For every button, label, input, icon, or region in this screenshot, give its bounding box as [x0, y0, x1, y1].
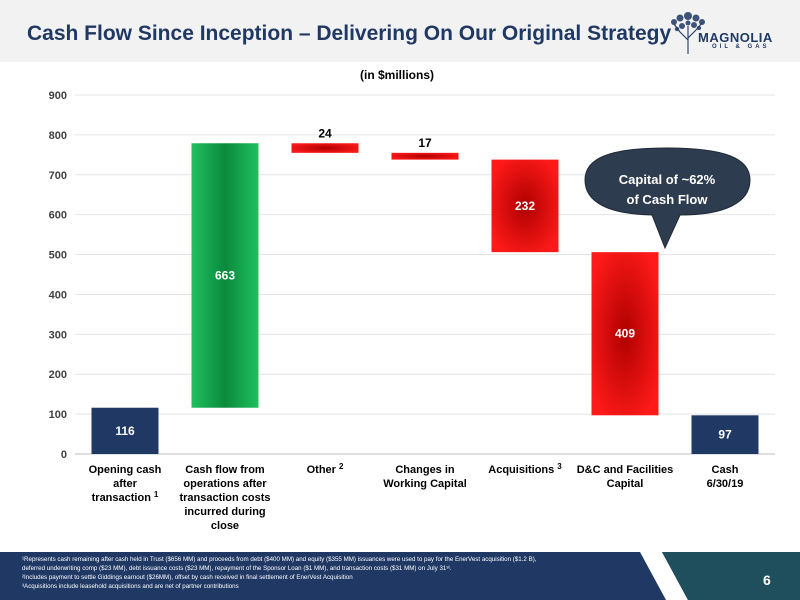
data-label-4: 232	[515, 199, 535, 213]
bar-1	[191, 143, 259, 408]
x-tick-label: Capital	[607, 478, 644, 490]
y-tick-label: 0	[61, 449, 67, 461]
y-axis: 0 100 200 300 400 500 600 700 800 900	[49, 90, 67, 461]
bar-0	[91, 407, 159, 454]
footnote-marker: 2	[339, 462, 344, 471]
y-tick-label: 500	[49, 250, 67, 262]
y-tick-label: 600	[49, 210, 67, 222]
chart-bars: 116 663 24 17 232 409 97	[91, 126, 759, 454]
data-label-5: 409	[615, 327, 635, 341]
callout-line-1: Capital of ~62%	[619, 172, 716, 187]
x-tick-label: transaction costs	[179, 492, 270, 504]
bar-6	[691, 415, 759, 454]
page-number: 6	[763, 572, 771, 588]
bar-5	[591, 252, 659, 416]
slide-header: Cash Flow Since Inception – Delivering O…	[0, 0, 800, 62]
page-title: Cash Flow Since Inception – Delivering O…	[27, 22, 672, 45]
x-tick-label: Acquisitions 3	[488, 462, 562, 476]
y-tick-label: 700	[49, 170, 67, 182]
footnote-marker: 3	[557, 462, 562, 471]
x-tick-label: Working Capital	[383, 478, 467, 490]
x-tick-label: transaction 1	[92, 490, 159, 504]
footnote-2: ²Includes payment to settle Giddings ear…	[22, 574, 353, 581]
footnote-marker: 1	[154, 490, 159, 499]
data-label-1: 663	[215, 268, 235, 282]
x-tick-label: Opening cash	[89, 464, 162, 476]
x-tick-label: Other 2	[307, 462, 344, 476]
y-tick-label: 200	[49, 369, 67, 381]
footnote-1-cont: deferred underwriting comp ($23 MM), deb…	[22, 565, 452, 572]
footer-background	[0, 552, 800, 600]
y-tick-label: 400	[49, 289, 67, 301]
chart-subtitle: (in $millions)	[360, 68, 434, 82]
y-tick-label: 100	[49, 409, 67, 421]
bar-4	[491, 159, 559, 253]
footnote-1: ¹Represents cash remaining after cash he…	[22, 556, 537, 563]
y-tick-label: 300	[49, 329, 67, 341]
callout-bubble: Capital of ~62% of Cash Flow	[584, 147, 751, 250]
x-tick-label: incurred during	[184, 506, 265, 518]
waterfall-chart: (in $millions) 0 100 200 300 400 500 600 700 800…	[49, 68, 775, 532]
x-tick-label: 6/30/19	[707, 478, 744, 490]
x-tick-label: D&C and Facilities	[577, 464, 674, 476]
magnolia-tree-icon	[671, 12, 705, 54]
company-logo: MAGNOLIA OIL & GAS	[668, 10, 794, 54]
x-tick-label: Cash flow from	[185, 464, 265, 476]
footer-band: ¹Represents cash remaining after cash he…	[0, 552, 800, 600]
data-label-6: 97	[718, 428, 732, 442]
x-tick-label: close	[211, 520, 239, 532]
x-tick-label: Cash	[712, 464, 739, 476]
data-label-3: 17	[418, 136, 432, 150]
logo-name: MAGNOLIA	[698, 30, 773, 45]
y-tick-label: 800	[49, 130, 67, 142]
logo-subtitle: OIL & GAS	[712, 44, 770, 50]
x-tick-label: operations after	[183, 478, 267, 490]
bar-2	[291, 143, 359, 153]
x-tick-label: Changes in	[395, 464, 455, 476]
y-tick-label: 900	[49, 90, 67, 102]
x-tick-label: after	[113, 478, 138, 490]
footnote-3: ³Acquisitions include leasehold acquisit…	[22, 583, 239, 590]
callout-line-2: of Cash Flow	[627, 192, 709, 207]
data-label-2: 24	[318, 126, 332, 140]
data-label-0: 116	[115, 424, 135, 438]
bar-3	[391, 152, 459, 160]
